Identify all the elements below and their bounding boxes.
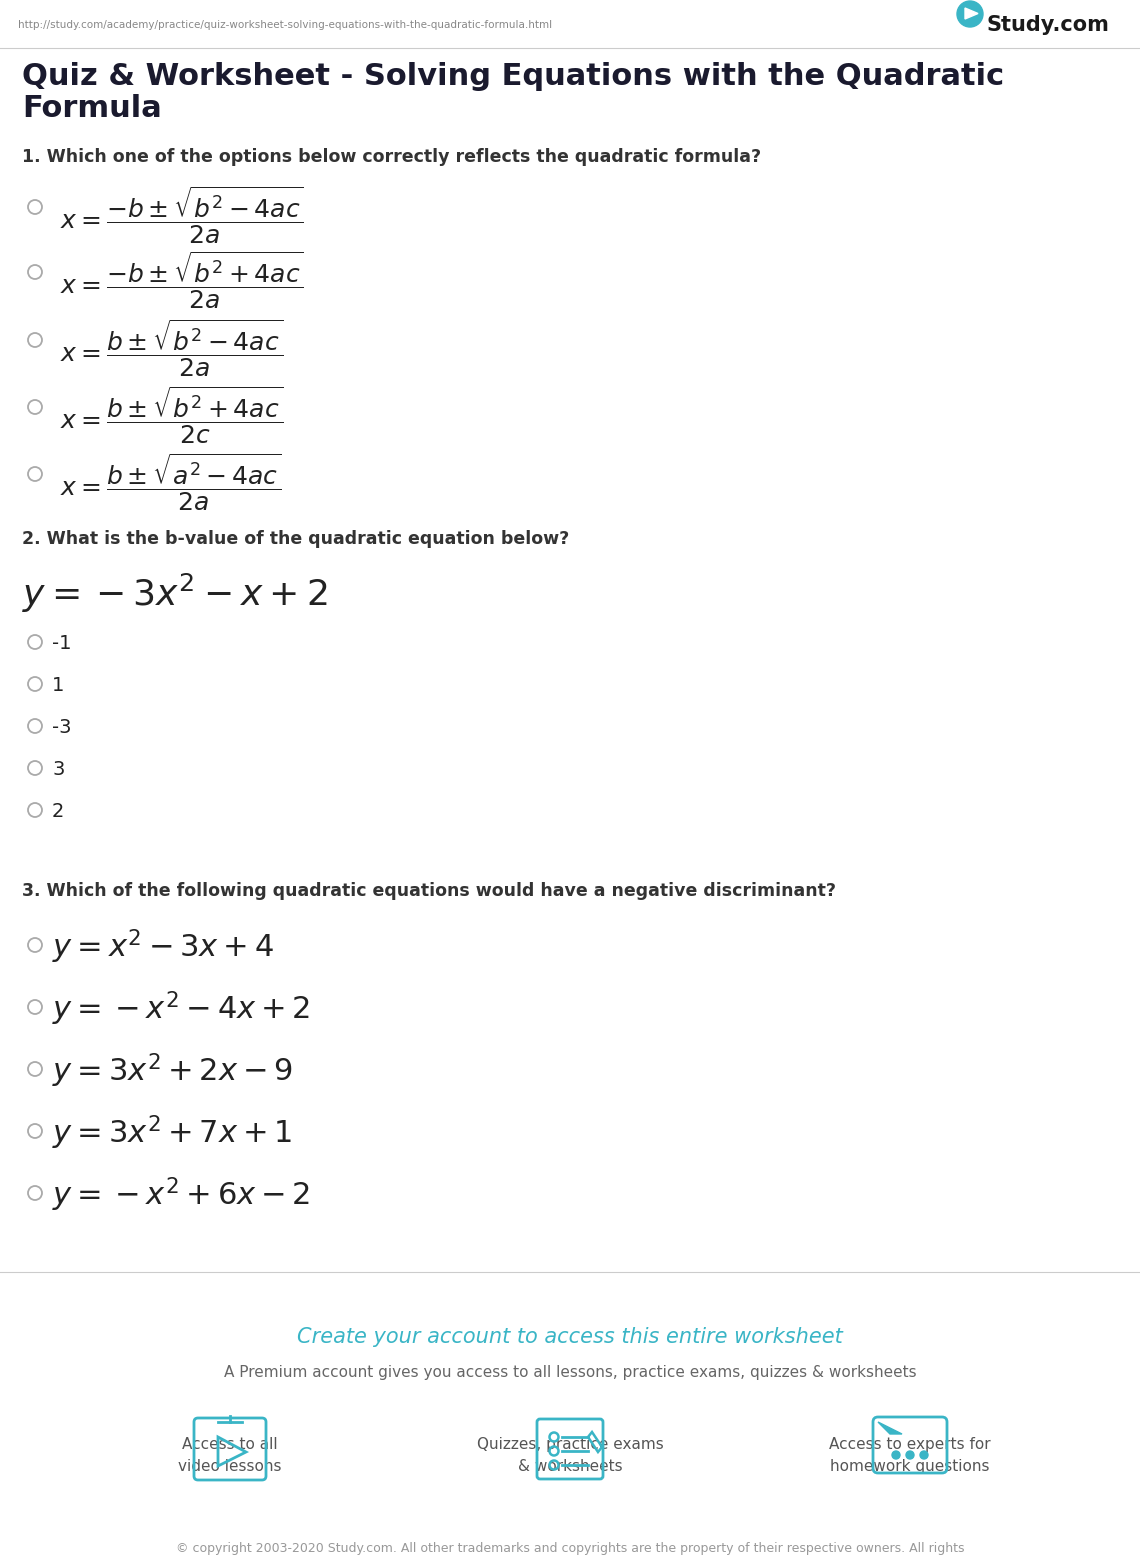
Text: $x = \dfrac{b \pm \sqrt{b^2 - 4ac}}{2a}$: $x = \dfrac{b \pm \sqrt{b^2 - 4ac}}{2a}$ xyxy=(60,318,283,379)
Text: $y = 3x^2 + 2x - 9$: $y = 3x^2 + 2x - 9$ xyxy=(52,1051,293,1090)
Text: A Premium account gives you access to all lessons, practice exams, quizzes & wor: A Premium account gives you access to al… xyxy=(223,1364,917,1380)
Text: 1: 1 xyxy=(52,676,64,695)
Text: -3: -3 xyxy=(52,718,72,737)
Text: Quiz & Worksheet - Solving Equations with the Quadratic: Quiz & Worksheet - Solving Equations wit… xyxy=(22,62,1004,91)
Text: $x = \dfrac{-b \pm \sqrt{b^2 + 4ac}}{2a}$: $x = \dfrac{-b \pm \sqrt{b^2 + 4ac}}{2a}… xyxy=(60,250,304,311)
Circle shape xyxy=(920,1452,928,1460)
Text: 3. Which of the following quadratic equations would have a negative discriminant: 3. Which of the following quadratic equa… xyxy=(22,882,836,901)
Circle shape xyxy=(956,2,983,27)
Text: $x = \dfrac{b \pm \sqrt{a^2 - 4ac}}{2a}$: $x = \dfrac{b \pm \sqrt{a^2 - 4ac}}{2a}$ xyxy=(60,453,282,514)
Text: $y = -x^2 - 4x + 2$: $y = -x^2 - 4x + 2$ xyxy=(52,990,310,1027)
Circle shape xyxy=(891,1452,899,1460)
Text: $y = -x^2 + 6x - 2$: $y = -x^2 + 6x - 2$ xyxy=(52,1175,310,1213)
Polygon shape xyxy=(878,1422,902,1435)
Text: 2. What is the b-value of the quadratic equation below?: 2. What is the b-value of the quadratic … xyxy=(22,531,569,548)
Text: © copyright 2003-2020 Study.com. All other trademarks and copyrights are the pro: © copyright 2003-2020 Study.com. All oth… xyxy=(176,1542,964,1561)
Circle shape xyxy=(906,1452,914,1460)
Text: Access to experts for
homework questions: Access to experts for homework questions xyxy=(829,1438,991,1474)
Text: Create your account to access this entire worksheet: Create your account to access this entir… xyxy=(298,1327,842,1347)
Text: $x = \dfrac{b \pm \sqrt{b^2 + 4ac}}{2c}$: $x = \dfrac{b \pm \sqrt{b^2 + 4ac}}{2c}$ xyxy=(60,386,283,446)
Text: Access to all
video lessons: Access to all video lessons xyxy=(178,1438,282,1474)
Text: $y = -3x^2 - x + 2$: $y = -3x^2 - x + 2$ xyxy=(22,571,327,615)
Text: $y = 3x^2 + 7x + 1$: $y = 3x^2 + 7x + 1$ xyxy=(52,1113,292,1152)
Text: $x = \dfrac{-b \pm \sqrt{b^2 - 4ac}}{2a}$: $x = \dfrac{-b \pm \sqrt{b^2 - 4ac}}{2a}… xyxy=(60,186,304,247)
Text: Study.com: Study.com xyxy=(987,16,1110,34)
Text: 3: 3 xyxy=(52,760,64,779)
Text: http://study.com/academy/practice/quiz-worksheet-solving-equations-with-the-quad: http://study.com/academy/practice/quiz-w… xyxy=(18,20,552,30)
Text: Formula: Formula xyxy=(22,94,162,123)
Text: 1. Which one of the options below correctly reflects the quadratic formula?: 1. Which one of the options below correc… xyxy=(22,148,762,165)
Text: Quizzes, practice exams
& worksheets: Quizzes, practice exams & worksheets xyxy=(477,1438,663,1474)
Text: -1: -1 xyxy=(52,634,72,652)
Polygon shape xyxy=(964,8,978,19)
Text: 2: 2 xyxy=(52,802,64,821)
Text: $y = x^2 - 3x + 4$: $y = x^2 - 3x + 4$ xyxy=(52,927,274,966)
